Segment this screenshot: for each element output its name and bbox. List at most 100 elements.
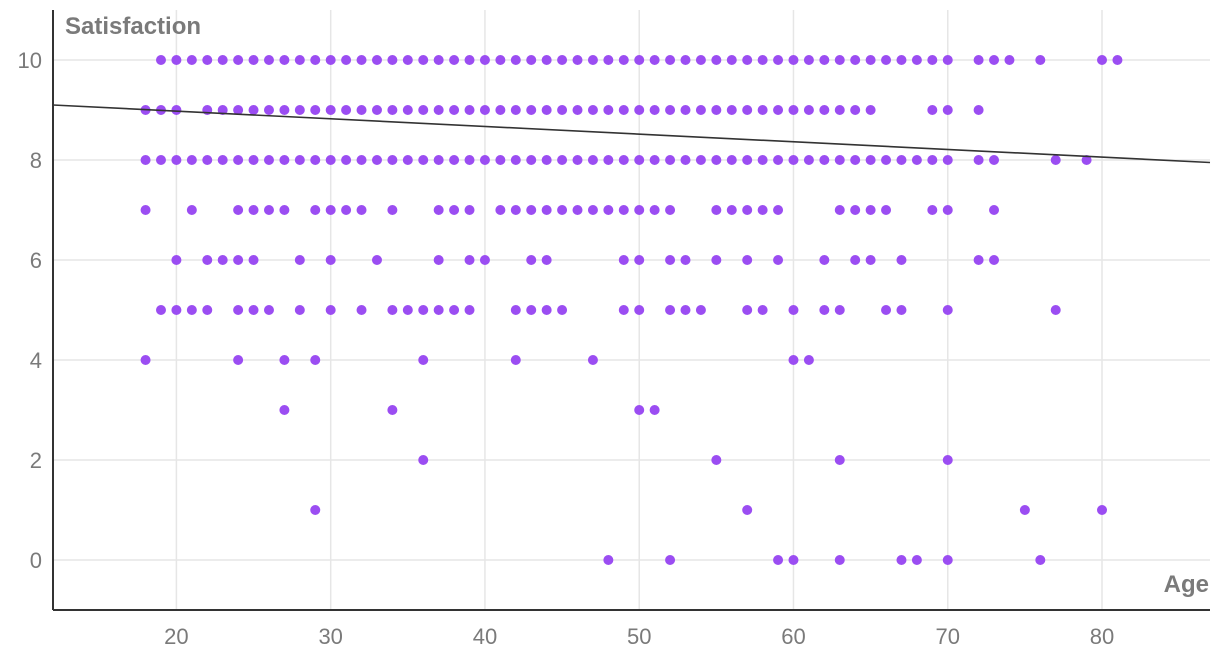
data-point — [279, 105, 290, 115]
data-point — [803, 55, 814, 65]
data-point — [557, 205, 568, 215]
data-point — [788, 355, 799, 365]
data-point — [541, 205, 552, 215]
data-point — [433, 105, 444, 115]
data-point — [325, 255, 336, 265]
data-point — [449, 205, 460, 215]
data-point — [464, 155, 475, 165]
data-point — [387, 305, 398, 315]
data-point — [973, 155, 984, 165]
data-point — [788, 555, 799, 565]
data-point — [572, 55, 583, 65]
data-point — [850, 205, 861, 215]
data-point — [896, 555, 907, 565]
data-point — [942, 105, 953, 115]
data-point — [587, 105, 598, 115]
y-tick-label: 6 — [30, 248, 42, 273]
data-point — [557, 55, 568, 65]
data-point — [911, 155, 922, 165]
data-point — [634, 55, 645, 65]
data-point — [541, 105, 552, 115]
data-point — [510, 105, 521, 115]
data-point — [402, 305, 413, 315]
data-point — [371, 155, 382, 165]
data-point — [649, 205, 660, 215]
data-point — [402, 55, 413, 65]
data-point — [294, 105, 305, 115]
trend-line — [52, 104, 1211, 164]
data-point — [680, 105, 691, 115]
data-point — [695, 305, 706, 315]
data-point — [356, 155, 367, 165]
data-point — [587, 55, 598, 65]
data-point — [634, 405, 645, 415]
data-point — [942, 455, 953, 465]
data-point — [325, 205, 336, 215]
data-point — [371, 255, 382, 265]
data-point — [310, 355, 321, 365]
data-point — [1050, 305, 1061, 315]
data-point — [449, 305, 460, 315]
data-point — [186, 155, 197, 165]
data-point — [418, 105, 429, 115]
data-point — [171, 305, 182, 315]
data-point — [1112, 55, 1123, 65]
data-point — [942, 155, 953, 165]
data-point — [433, 255, 444, 265]
data-point — [279, 405, 290, 415]
data-point — [526, 155, 537, 165]
data-point — [865, 105, 876, 115]
data-point — [742, 55, 753, 65]
data-point — [140, 155, 151, 165]
data-point — [803, 105, 814, 115]
data-point — [742, 255, 753, 265]
data-point — [217, 105, 228, 115]
data-point — [819, 105, 830, 115]
data-point — [171, 155, 182, 165]
data-point — [541, 305, 552, 315]
data-point — [526, 205, 537, 215]
data-point — [850, 105, 861, 115]
data-point — [526, 305, 537, 315]
data-points — [140, 55, 1123, 565]
data-point — [248, 205, 259, 215]
data-point — [310, 205, 321, 215]
data-point — [495, 205, 506, 215]
data-point — [911, 55, 922, 65]
data-point — [803, 355, 814, 365]
data-point — [819, 55, 830, 65]
data-point — [1004, 55, 1015, 65]
data-point — [834, 305, 845, 315]
data-point — [788, 55, 799, 65]
data-point — [819, 305, 830, 315]
data-point — [773, 255, 784, 265]
data-point — [341, 205, 352, 215]
data-point — [310, 505, 321, 515]
data-point — [418, 55, 429, 65]
data-point — [989, 55, 1000, 65]
data-point — [603, 555, 614, 565]
data-point — [788, 105, 799, 115]
y-axis-title: Satisfaction — [65, 13, 201, 40]
data-point — [233, 205, 244, 215]
data-point — [557, 105, 568, 115]
y-tick-label: 10 — [18, 48, 42, 73]
data-point — [541, 55, 552, 65]
data-point — [248, 305, 259, 315]
data-point — [263, 205, 274, 215]
data-point — [233, 355, 244, 365]
data-point — [773, 205, 784, 215]
data-point — [819, 255, 830, 265]
data-point — [711, 55, 722, 65]
data-point — [557, 305, 568, 315]
tick-labels: 20 30 40 50 60 70 80 0 2 4 6 8 10 — [18, 48, 1115, 649]
data-point — [217, 255, 228, 265]
data-point — [418, 155, 429, 165]
data-point — [433, 205, 444, 215]
grid — [53, 10, 1210, 610]
data-point — [155, 155, 166, 165]
data-point — [634, 255, 645, 265]
data-point — [587, 355, 598, 365]
data-point — [464, 205, 475, 215]
data-point — [341, 105, 352, 115]
